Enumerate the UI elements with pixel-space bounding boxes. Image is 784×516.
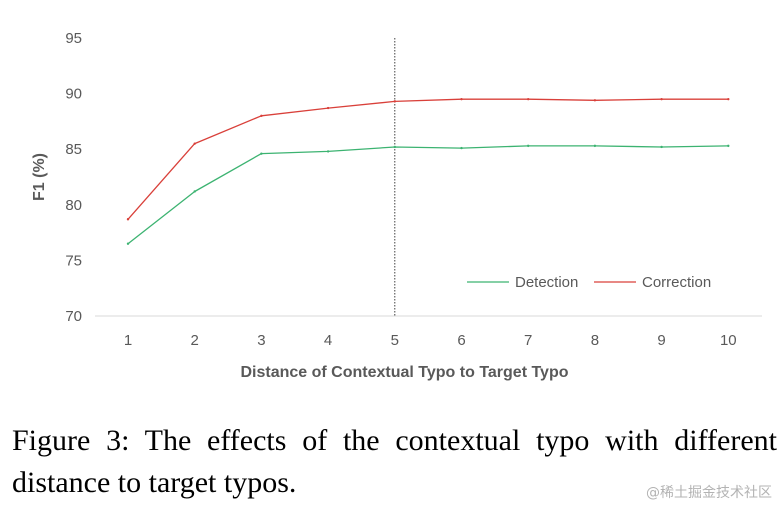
x-tick-label: 1 bbox=[124, 332, 132, 349]
y-tick-label: 90 bbox=[65, 86, 82, 103]
detection-data-point bbox=[593, 144, 597, 148]
x-axis-ticks: 1 2 3 4 5 6 7 8 9 10 bbox=[124, 332, 737, 349]
correction-data-point bbox=[126, 218, 130, 221]
x-tick-label: 10 bbox=[720, 332, 737, 349]
detection-data-point bbox=[126, 242, 130, 245]
correction-data-point bbox=[393, 100, 396, 103]
x-tick-label: 9 bbox=[657, 332, 665, 349]
detection-data-point bbox=[660, 145, 663, 149]
detection-data-point bbox=[460, 146, 463, 150]
detection-series-line bbox=[127, 145, 729, 245]
y-tick-label: 85 bbox=[65, 141, 82, 158]
correction-data-point bbox=[727, 97, 730, 101]
x-tick-label: 3 bbox=[257, 332, 265, 349]
figure-caption: Figure 3: The effects of the contextual … bbox=[12, 424, 777, 499]
detection-data-point bbox=[527, 144, 530, 148]
x-axis-title: Distance of Contextual Typo to Target Ty… bbox=[240, 364, 568, 381]
y-axis-ticks: 70 75 80 85 90 95 bbox=[65, 30, 82, 325]
y-axis-title: F1 (%) bbox=[31, 153, 48, 201]
detection-data-point bbox=[393, 145, 396, 149]
x-tick-label: 8 bbox=[591, 332, 599, 349]
correction-data-point bbox=[326, 106, 330, 110]
y-tick-label: 70 bbox=[65, 308, 82, 325]
detection-data-point bbox=[326, 150, 330, 153]
line-chart: 70 75 80 85 90 95 1 2 3 4 5 6 7 8 9 10 F1 (%) Distance… bbox=[31, 30, 762, 381]
watermark: @稀土掘金技术社区 bbox=[646, 485, 772, 501]
x-tick-label: 2 bbox=[191, 332, 199, 349]
correction-data-point bbox=[660, 97, 663, 101]
detection-data-point bbox=[727, 144, 730, 148]
x-tick-label: 7 bbox=[524, 332, 532, 349]
correction-data-point bbox=[193, 142, 196, 145]
y-tick-label: 95 bbox=[65, 30, 82, 47]
x-tick-label: 5 bbox=[391, 332, 399, 349]
legend: Detection Correction bbox=[467, 274, 711, 291]
correction-series-line bbox=[127, 98, 729, 220]
correction-data-point bbox=[460, 97, 463, 101]
x-tick-label: 6 bbox=[457, 332, 465, 349]
detection-legend-label: Detection bbox=[515, 274, 578, 291]
detection-data-point bbox=[260, 152, 263, 155]
detection-data-point bbox=[193, 190, 196, 193]
correction-data-point bbox=[527, 97, 530, 101]
correction-data-point bbox=[593, 99, 597, 102]
correction-legend-label: Correction bbox=[642, 274, 711, 291]
correction-data-point bbox=[260, 114, 263, 118]
series-lines bbox=[126, 97, 730, 245]
x-tick-label: 4 bbox=[324, 332, 332, 349]
y-tick-label: 75 bbox=[65, 252, 82, 269]
y-tick-label: 80 bbox=[65, 197, 82, 214]
